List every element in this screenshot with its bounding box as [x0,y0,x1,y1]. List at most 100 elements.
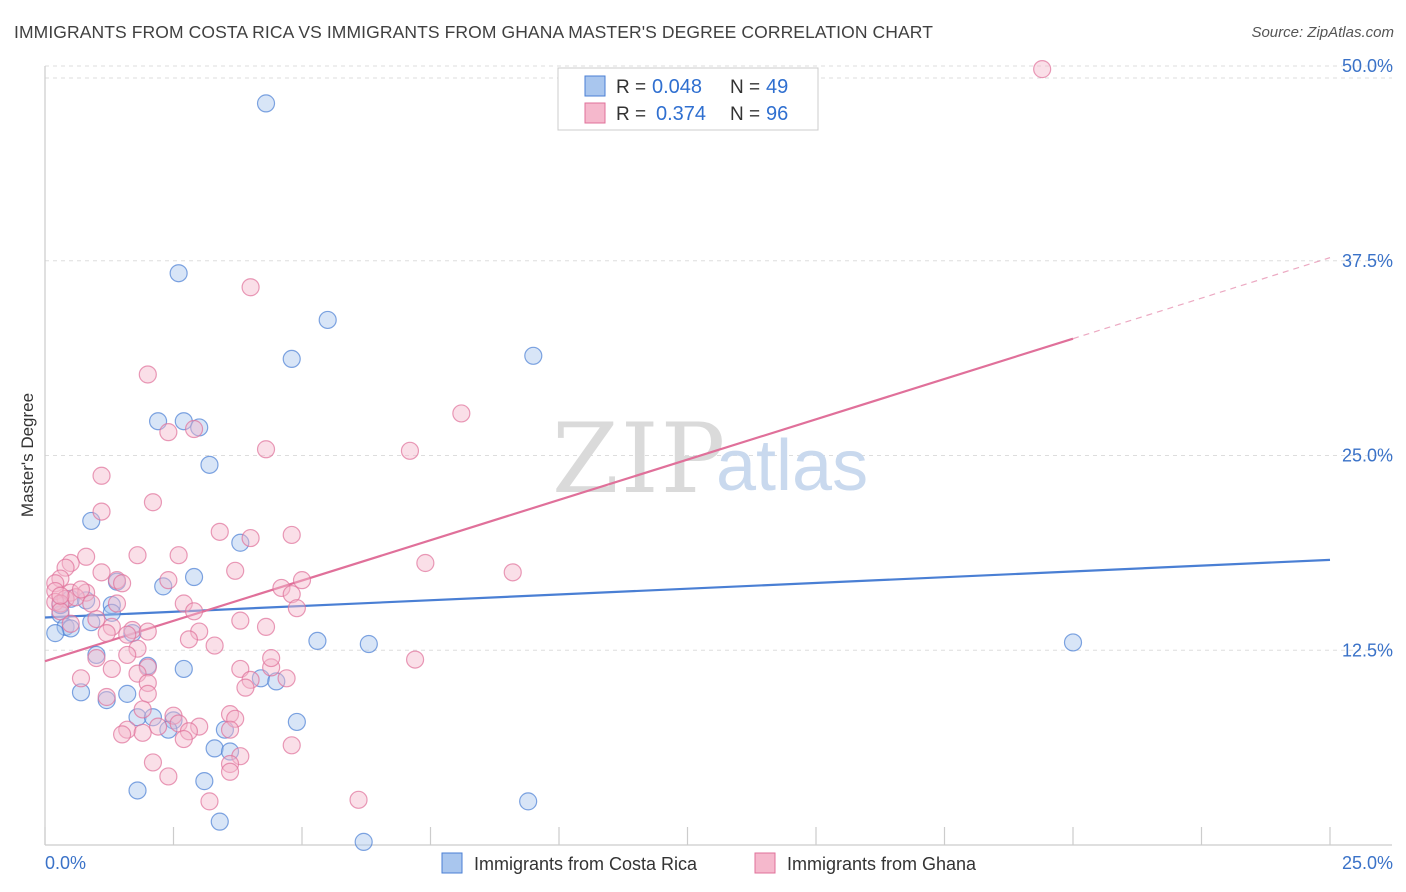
point-costa-rica [82,613,101,632]
point-ghana [416,553,435,573]
point-ghana [128,639,147,658]
x-tick-label: 0.0% [45,853,86,873]
point-ghana [256,617,276,636]
point-ghana [128,546,147,565]
point-costa-rica [118,684,137,703]
y-tick-label: 25.0% [1342,446,1393,466]
point-ghana [138,658,157,677]
y-axis-label: Master's Degree [18,393,37,517]
point-ghana [184,602,204,621]
point-ghana [159,423,178,442]
point-ghana [133,700,152,719]
point-ghana [241,278,260,297]
point-ghana [112,725,132,744]
legend-swatch-costa-rica[interactable] [441,852,463,874]
point-costa-rica [287,712,306,732]
point-ghana [220,754,240,774]
point-ghana [277,669,296,688]
point-ghana [287,599,306,618]
point-ghana [133,723,152,742]
watermark: ZIP atlas [552,403,868,515]
point-ghana [220,720,240,739]
stats-r-label-costa-rica: R = [616,77,646,98]
point-ghana [256,440,276,459]
point-ghana [262,648,281,668]
point-costa-rica [184,567,204,587]
point-costa-rica [71,683,91,702]
point-ghana [138,684,157,703]
stats-swatch-costa-rica [584,75,606,97]
point-costa-rica [205,739,224,758]
point-ghana [282,585,301,604]
stats-swatch-ghana [584,102,606,124]
points-layer [46,60,1083,851]
point-costa-rica [210,812,229,831]
point-costa-rica [82,511,101,531]
point-ghana [184,419,204,439]
point-ghana [71,669,91,688]
point-ghana [107,571,127,590]
x-tick-label: 25.0% [1342,853,1393,873]
point-costa-rica [174,659,193,679]
point-ghana [56,558,75,577]
point-ghana [92,563,111,582]
point-costa-rica [519,792,538,811]
point-costa-rica [46,624,65,643]
point-ghana [200,792,219,811]
trend-line-costa-rica [44,558,1331,619]
point-costa-rica [159,720,178,739]
point-ghana [143,493,163,512]
point-ghana [272,578,291,598]
trend-line-ghana-extension [1072,257,1331,340]
point-ghana [292,571,312,590]
stats-n-value-ghana: 96 [766,103,788,125]
point-ghana [51,602,70,621]
point-ghana [226,709,245,728]
point-ghana [51,594,70,613]
point-ghana [400,441,420,460]
legend-label-costa-rica[interactable]: Immigrants from Costa Rica [474,854,698,874]
axes-layer [44,66,1392,846]
point-ghana [71,580,91,599]
point-ghana [205,636,224,655]
stats-n-value-costa-rica: 49 [766,76,788,98]
point-ghana [174,729,193,749]
point-costa-rica [77,591,96,610]
point-ghana [349,790,368,809]
point-ghana [231,611,250,630]
point-costa-rica [220,742,240,761]
point-ghana [107,594,127,613]
watermark-zip: ZIP [552,403,727,515]
stats-n-label-costa-rica: N = [730,77,760,98]
point-ghana [138,365,157,384]
point-ghana [159,571,178,590]
point-ghana [77,583,96,602]
point-ghana [405,650,425,669]
point-ghana [102,659,121,679]
point-costa-rica [318,310,337,330]
legend-label-ghana[interactable]: Immigrants from Ghana [787,854,977,874]
point-costa-rica [1063,633,1083,652]
point-ghana [138,622,157,641]
point-ghana [190,717,209,736]
stats-legend: R = 0.048 N = 49 R = 0.374 N = 96 [557,67,819,131]
point-ghana [220,762,240,781]
y-tick-label: 50.0% [1342,56,1393,76]
legend-swatch-ghana[interactable] [754,852,776,874]
point-costa-rica [282,349,301,369]
series-legend: Immigrants from Costa Rica Immigrants fr… [441,852,977,874]
point-ghana [282,736,301,755]
point-ghana [87,609,106,629]
point-ghana [236,678,255,697]
point-ghana [82,594,101,613]
chart-source: Source: ZipAtlas.com [1251,24,1394,41]
y-tick-label: 12.5% [1342,640,1393,660]
point-costa-rica [195,772,214,791]
point-ghana [97,624,116,643]
stats-n-label-ghana: N = [730,104,760,125]
point-ghana [138,673,157,693]
point-ghana [226,561,245,580]
stats-r-label-ghana: R = [616,104,646,125]
point-costa-rica [231,533,250,552]
